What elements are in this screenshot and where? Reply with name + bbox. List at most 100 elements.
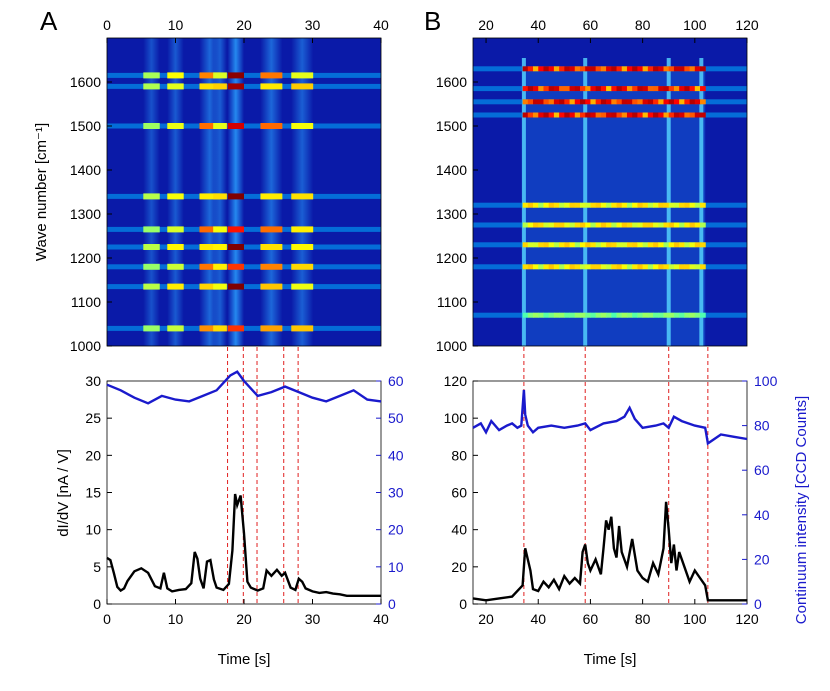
heatmap-b-spot-5-84 (653, 112, 659, 118)
heatmap-b-spot-6-82 (647, 99, 654, 105)
heatmap-b: 20 40 60 80 100 120 1000110012001300140015001… (436, 17, 759, 354)
line-chart-b-rtick-label: 60 (754, 462, 770, 478)
line-chart-b-xtick-label: 120 (735, 611, 759, 627)
heatmap-b-spot-6-52 (569, 99, 576, 105)
heatmap-b-spot-7-82 (647, 86, 654, 92)
heatmap-b-spot-1-80 (642, 264, 649, 270)
line-chart-b-ytick-label: 40 (451, 522, 467, 538)
heatmap-b-spot-6-66 (606, 99, 612, 105)
heatmap-a-spot-4-2 (260, 263, 283, 270)
heatmap-b-spot-6-46 (553, 99, 560, 105)
heatmap-b-spot-1-76 (632, 264, 638, 270)
heatmap-b-spot-6-62 (595, 99, 602, 105)
heatmap-a-ytick-label: 1100 (71, 294, 101, 310)
heatmap-b-spot-1-34 (522, 264, 529, 270)
heatmap-a-xtick-label: 0 (103, 17, 111, 33)
line-chart-a-xtick-label: 30 (305, 611, 321, 627)
heatmap-b-spot-4-44 (548, 202, 555, 208)
heatmap-a-spot-3-8 (227, 72, 244, 79)
panel-label-a: A (40, 6, 58, 36)
heatmap-b-spot-2-46 (553, 242, 560, 248)
heatmap-b-spot-7-46 (553, 86, 560, 92)
heatmap-a-spot-2-4 (213, 226, 227, 233)
heatmap-b-spot-7-72 (621, 86, 628, 92)
line-chart-b-rtick-label: 100 (754, 373, 778, 389)
line-chart-a-rtick-label: 50 (388, 410, 404, 426)
heatmap-a: 0 10 20 30 40 1000 1100 1200 1300 1400 1500 1600 W… (33, 17, 389, 354)
heatmap-b-spot-2-44 (548, 242, 555, 248)
heatmap-b-spot-4-80 (642, 202, 649, 208)
heatmap-b-spot-5-72 (621, 112, 628, 118)
heatmap-b-spot-8-46 (553, 66, 560, 72)
heatmap-b-spot-0-58 (585, 312, 591, 318)
heatmap-b-spot-5-44 (548, 112, 555, 118)
heatmap-a-ylabel: Wave number [cm⁻¹] (33, 123, 50, 261)
heatmap-b-spot-0-94 (679, 312, 685, 318)
heatmap-a-ytick-label: 1000 (70, 338, 101, 354)
heatmap-a-spot-3-2 (227, 263, 244, 270)
heatmap-b-spot-3-66 (606, 222, 612, 228)
heatmap-a-spot-1-5 (199, 193, 221, 200)
heatmap-a-hotspots (143, 72, 314, 332)
heatmap-b-spot-5-88 (663, 112, 670, 118)
heatmap-b-ytick-label: 1200 (436, 250, 467, 266)
heatmap-b-spot-5-76 (632, 112, 638, 118)
line-chart-a-frame (106, 380, 382, 605)
heatmap-a-spot-5-3 (291, 244, 314, 250)
heatmap-b-spot-1-70 (616, 264, 623, 270)
heatmap-b-spot-4-100 (694, 202, 701, 208)
heatmap-b-spot-2-48 (559, 242, 565, 248)
line-chart-b-xtick-label: 40 (530, 611, 546, 627)
heatmap-b-spot-1-52 (569, 264, 576, 270)
heatmap-b-ytick-label: 1500 (436, 118, 467, 134)
heatmap-b-spot-1-56 (579, 264, 586, 270)
heatmap-a-y-ticks: 1000 1100 1200 1300 1400 1500 1600 (70, 74, 112, 354)
heatmap-a-spot-5-1 (291, 283, 314, 290)
heatmap-b-spot-0-90 (668, 312, 675, 318)
heatmap-b-spot-5-70 (616, 112, 623, 118)
heatmap-b-spot-2-66 (606, 242, 612, 248)
heatmap-b-spot-6-92 (673, 99, 680, 105)
heatmap-b-spot-6-102 (700, 99, 706, 105)
heatmap-b-xtick-label: 20 (478, 17, 494, 33)
heatmap-b-xtick-label: 80 (635, 17, 651, 33)
line-chart-a-event-lines (227, 347, 299, 604)
heatmap-b-spot-2-100 (694, 242, 701, 248)
heatmap-b-spot-2-68 (611, 242, 618, 248)
heatmap-b-spot-2-82 (647, 242, 654, 248)
heatmap-b-spot-2-40 (538, 242, 544, 248)
heatmap-b-spot-5-60 (590, 112, 597, 118)
heatmap-b-edge-1 (583, 58, 588, 346)
heatmap-b-spot-3-58 (585, 222, 591, 228)
heatmap-b-spot-3-38 (533, 222, 539, 228)
line-chart-b-xlabel: Time [s] (584, 651, 637, 668)
heatmap-a-xtick-label: 30 (305, 17, 321, 33)
heatmap-b-spot-0-72 (621, 312, 628, 318)
line-chart-b-ytick-label: 60 (451, 485, 467, 501)
heatmap-b-spot-1-100 (694, 264, 701, 270)
heatmap-b-spot-8-74 (626, 66, 633, 72)
heatmap-a-spot-6-3 (143, 244, 160, 250)
heatmap-b-spot-6-44 (548, 99, 555, 105)
line-chart-a-rtick-label: 40 (388, 447, 404, 463)
heatmap-b-spot-6-88 (663, 99, 670, 105)
heatmap-b-spot-0-68 (611, 312, 618, 318)
heatmap-b-spot-4-66 (606, 202, 612, 208)
line-chart-a-xtick-label: 10 (168, 611, 184, 627)
line-chart-a-xtick-label: 0 (103, 611, 111, 627)
heatmap-a-spot-2-5 (213, 193, 227, 200)
heatmap-b-y-ticks: 1000 1100 1200 1300 1400 1500 1600 (436, 74, 478, 354)
line-chart-a-rtick-label: 60 (388, 373, 404, 389)
heatmap-b-spot-3-52 (569, 222, 576, 228)
heatmap-a-spot-0-4 (167, 226, 184, 233)
heatmap-b-spot-5-90 (668, 112, 675, 118)
heatmap-b-spot-7-86 (658, 86, 664, 92)
heatmap-b-spot-2-78 (637, 242, 644, 248)
line-chart-a-ytick-label: 25 (85, 410, 101, 426)
heatmap-b-spot-4-42 (543, 202, 550, 208)
heatmap-b-spot-3-50 (564, 222, 571, 228)
heatmap-b-spot-3-84 (653, 222, 659, 228)
heatmap-a-xtick-label: 20 (236, 17, 252, 33)
heatmap-b-spot-3-46 (553, 222, 560, 228)
